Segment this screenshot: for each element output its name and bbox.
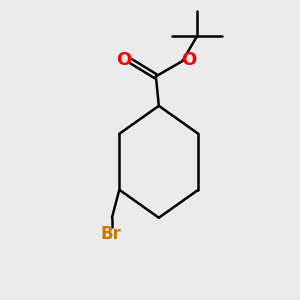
Text: O: O (116, 51, 131, 69)
Text: O: O (181, 51, 196, 69)
Text: Br: Br (100, 225, 121, 243)
